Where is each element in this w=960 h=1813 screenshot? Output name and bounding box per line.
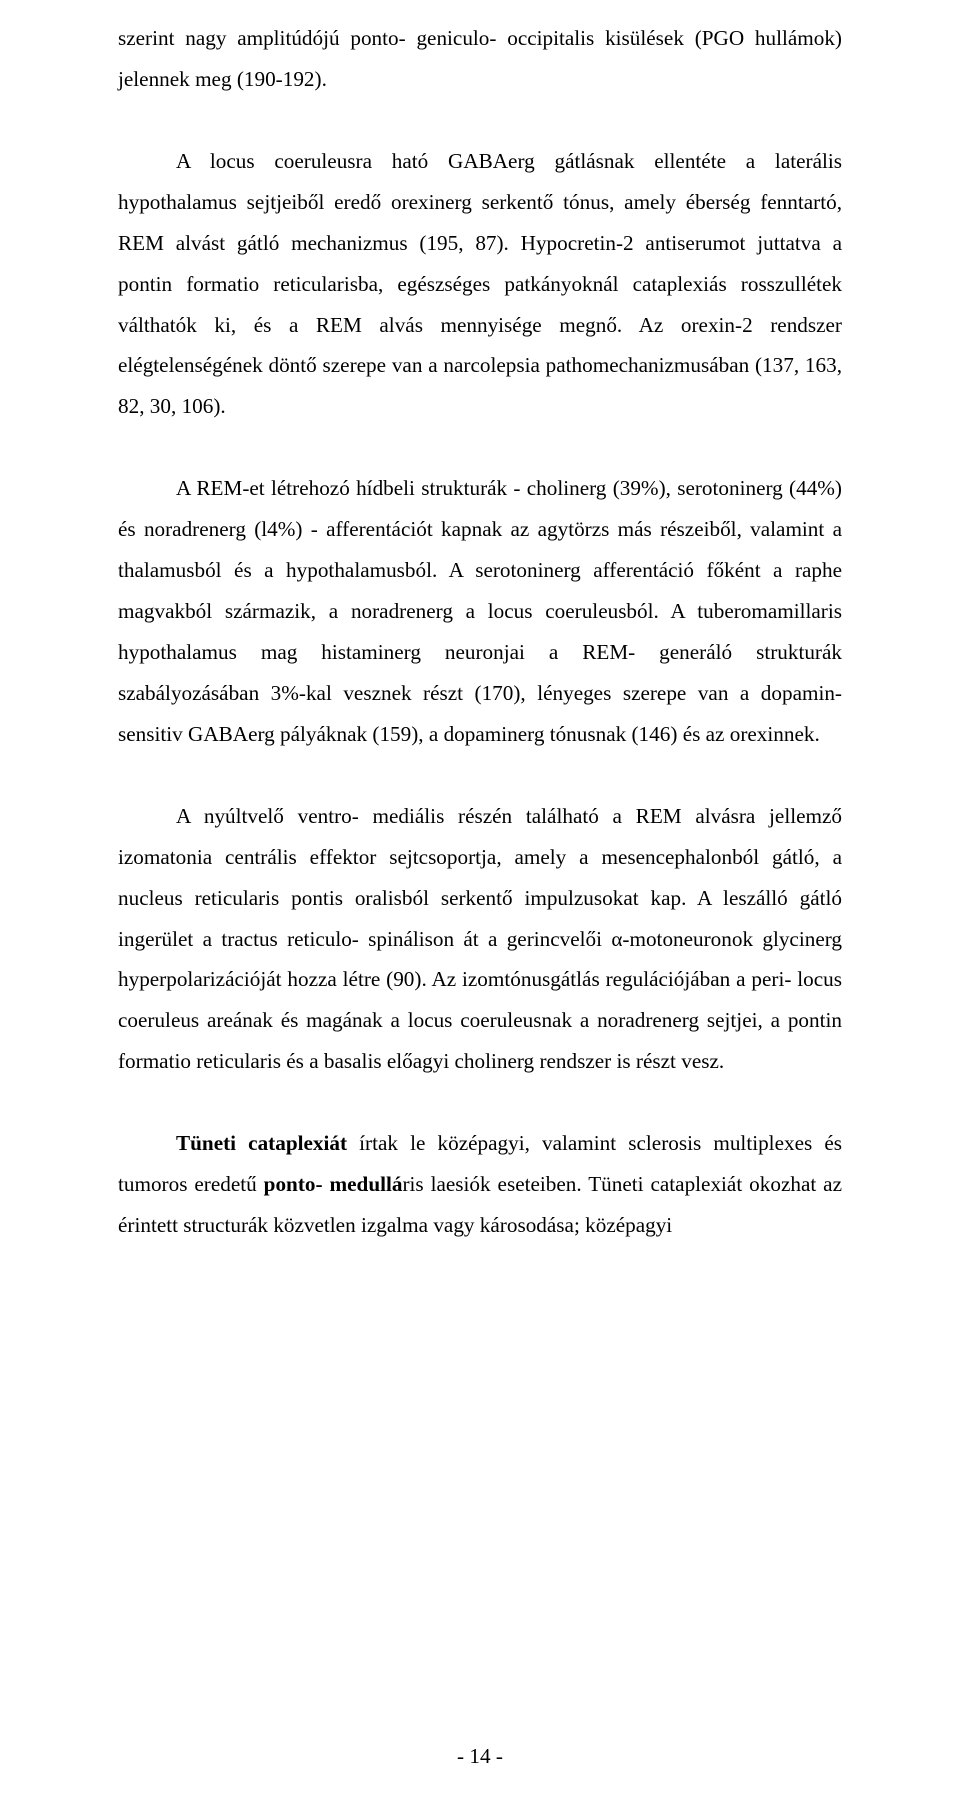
page-number: - 14 - [0,1736,960,1777]
document-page: szerint nagy amplitúdójú ponto- geniculo… [0,0,960,1813]
paragraph-5: Tüneti cataplexiát írtak le középagyi, v… [118,1123,842,1246]
paragraph-1: szerint nagy amplitúdójú ponto- geniculo… [118,18,842,100]
bold-text-1: Tüneti cataplexiát [176,1131,347,1155]
bold-text-2: ponto- medullá [264,1172,403,1196]
paragraph-4: A nyúltvelő ventro- mediális részén talá… [118,796,842,1082]
paragraph-3: A REM-et létrehozó hídbeli strukturák - … [118,468,842,754]
paragraph-2: A locus coeruleusra ható GABAerg gátlásn… [118,141,842,427]
